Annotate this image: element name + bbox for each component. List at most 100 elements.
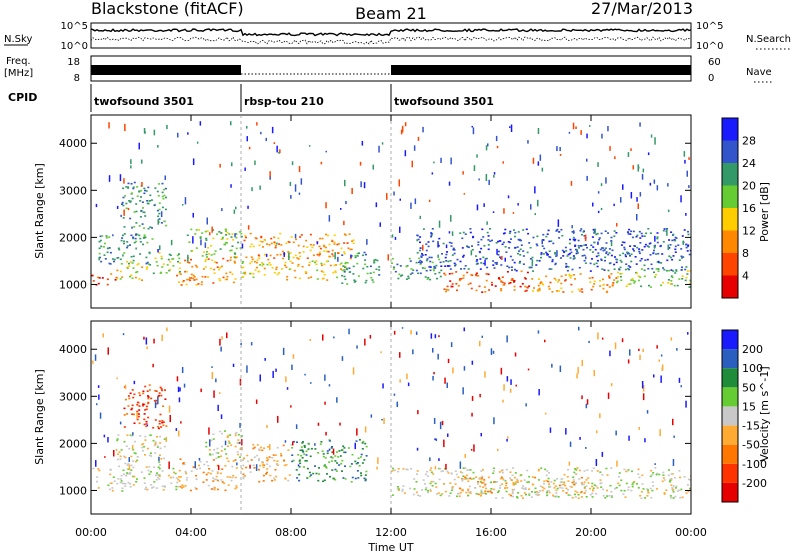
- data-cell: [126, 245, 129, 247]
- data-cell: [557, 496, 560, 498]
- noise-cell: [407, 382, 410, 387]
- noise-cell: [179, 387, 181, 392]
- y-tick-label: 4000: [59, 343, 87, 356]
- data-cell: [229, 249, 232, 252]
- data-cell: [331, 451, 334, 453]
- data-cell: [595, 255, 598, 258]
- data-cell: [540, 256, 542, 259]
- data-cell: [256, 259, 259, 261]
- data-cell: [579, 290, 582, 292]
- data-cell: [258, 468, 260, 471]
- noise-cell: [278, 151, 280, 154]
- x-tick-label: 12:00: [375, 526, 407, 539]
- data-cell: [301, 265, 304, 268]
- data-cell: [592, 467, 595, 469]
- data-cell: [444, 274, 447, 276]
- data-cell: [249, 471, 252, 473]
- data-cell: [321, 278, 324, 280]
- noise-cell: [271, 126, 274, 134]
- data-cell: [439, 275, 442, 278]
- data-cell: [560, 287, 563, 290]
- data-cell: [321, 450, 324, 452]
- data-cell: [687, 490, 690, 493]
- data-cell: [289, 260, 292, 263]
- data-cell: [581, 482, 583, 484]
- data-cell: [160, 222, 163, 224]
- noise-cell: [94, 354, 97, 361]
- noise-cell: [450, 157, 452, 165]
- noise-cell: [246, 126, 248, 129]
- noise-cell: [541, 239, 543, 245]
- data-cell: [462, 277, 465, 279]
- data-cell: [159, 413, 162, 416]
- data-cell: [132, 186, 135, 189]
- data-cell: [515, 481, 517, 483]
- noise-cell: [580, 130, 582, 135]
- data-cell: [681, 266, 683, 269]
- noise-cell: [208, 427, 210, 435]
- data-cell: [593, 280, 596, 283]
- data-cell: [195, 478, 198, 480]
- noise-cell: [438, 458, 440, 461]
- data-cell: [148, 473, 151, 475]
- data-cell: [229, 259, 232, 261]
- colorbar-swatch: [722, 349, 738, 369]
- data-cell: [299, 459, 301, 461]
- data-cell: [624, 268, 627, 271]
- data-cell: [568, 275, 571, 277]
- noise-cell: [343, 220, 345, 226]
- noise-cell: [463, 193, 466, 195]
- noise-cell: [616, 460, 618, 467]
- data-cell: [366, 272, 369, 275]
- data-cell: [615, 277, 618, 279]
- data-cell: [613, 230, 616, 232]
- data-cell: [107, 484, 110, 487]
- data-cell: [204, 276, 207, 278]
- data-cell: [163, 188, 165, 191]
- data-cell: [225, 272, 228, 275]
- data-cell: [600, 232, 603, 235]
- data-cell: [553, 479, 556, 482]
- noise-cell: [673, 435, 675, 438]
- data-cell: [135, 271, 138, 274]
- data-cell: [560, 228, 563, 231]
- data-cell: [610, 491, 613, 493]
- data-cell: [214, 261, 216, 263]
- data-cell: [354, 477, 357, 480]
- data-cell: [131, 407, 134, 410]
- data-cell: [547, 229, 550, 232]
- data-cell: [480, 489, 483, 492]
- data-cell: [139, 237, 142, 240]
- data-cell: [625, 470, 628, 473]
- data-cell: [497, 240, 500, 243]
- noise-cell: [630, 192, 633, 199]
- data-cell: [633, 282, 636, 284]
- data-cell: [155, 261, 158, 263]
- data-cell: [315, 472, 318, 475]
- data-cell: [156, 445, 159, 447]
- data-cell: [419, 262, 422, 264]
- noise-cell: [502, 161, 504, 164]
- data-cell: [417, 494, 419, 497]
- data-cell: [183, 463, 186, 466]
- noise-cell: [104, 456, 106, 458]
- data-cell: [202, 268, 205, 270]
- data-cell: [512, 481, 515, 484]
- data-cell: [513, 488, 516, 491]
- data-cell: [438, 245, 440, 247]
- data-cell: [108, 247, 111, 249]
- data-cell: [564, 279, 567, 282]
- data-cell: [632, 248, 635, 250]
- data-cell: [672, 233, 675, 236]
- data-cell: [540, 252, 543, 254]
- data-cell: [147, 416, 150, 419]
- data-cell: [589, 487, 591, 490]
- data-cell: [499, 477, 502, 480]
- data-cell: [583, 481, 586, 483]
- data-cell: [328, 243, 331, 246]
- noise-cell: [279, 149, 281, 154]
- data-cell: [141, 201, 144, 203]
- data-cell: [475, 263, 478, 265]
- data-cell: [125, 202, 128, 205]
- data-cell: [674, 251, 677, 253]
